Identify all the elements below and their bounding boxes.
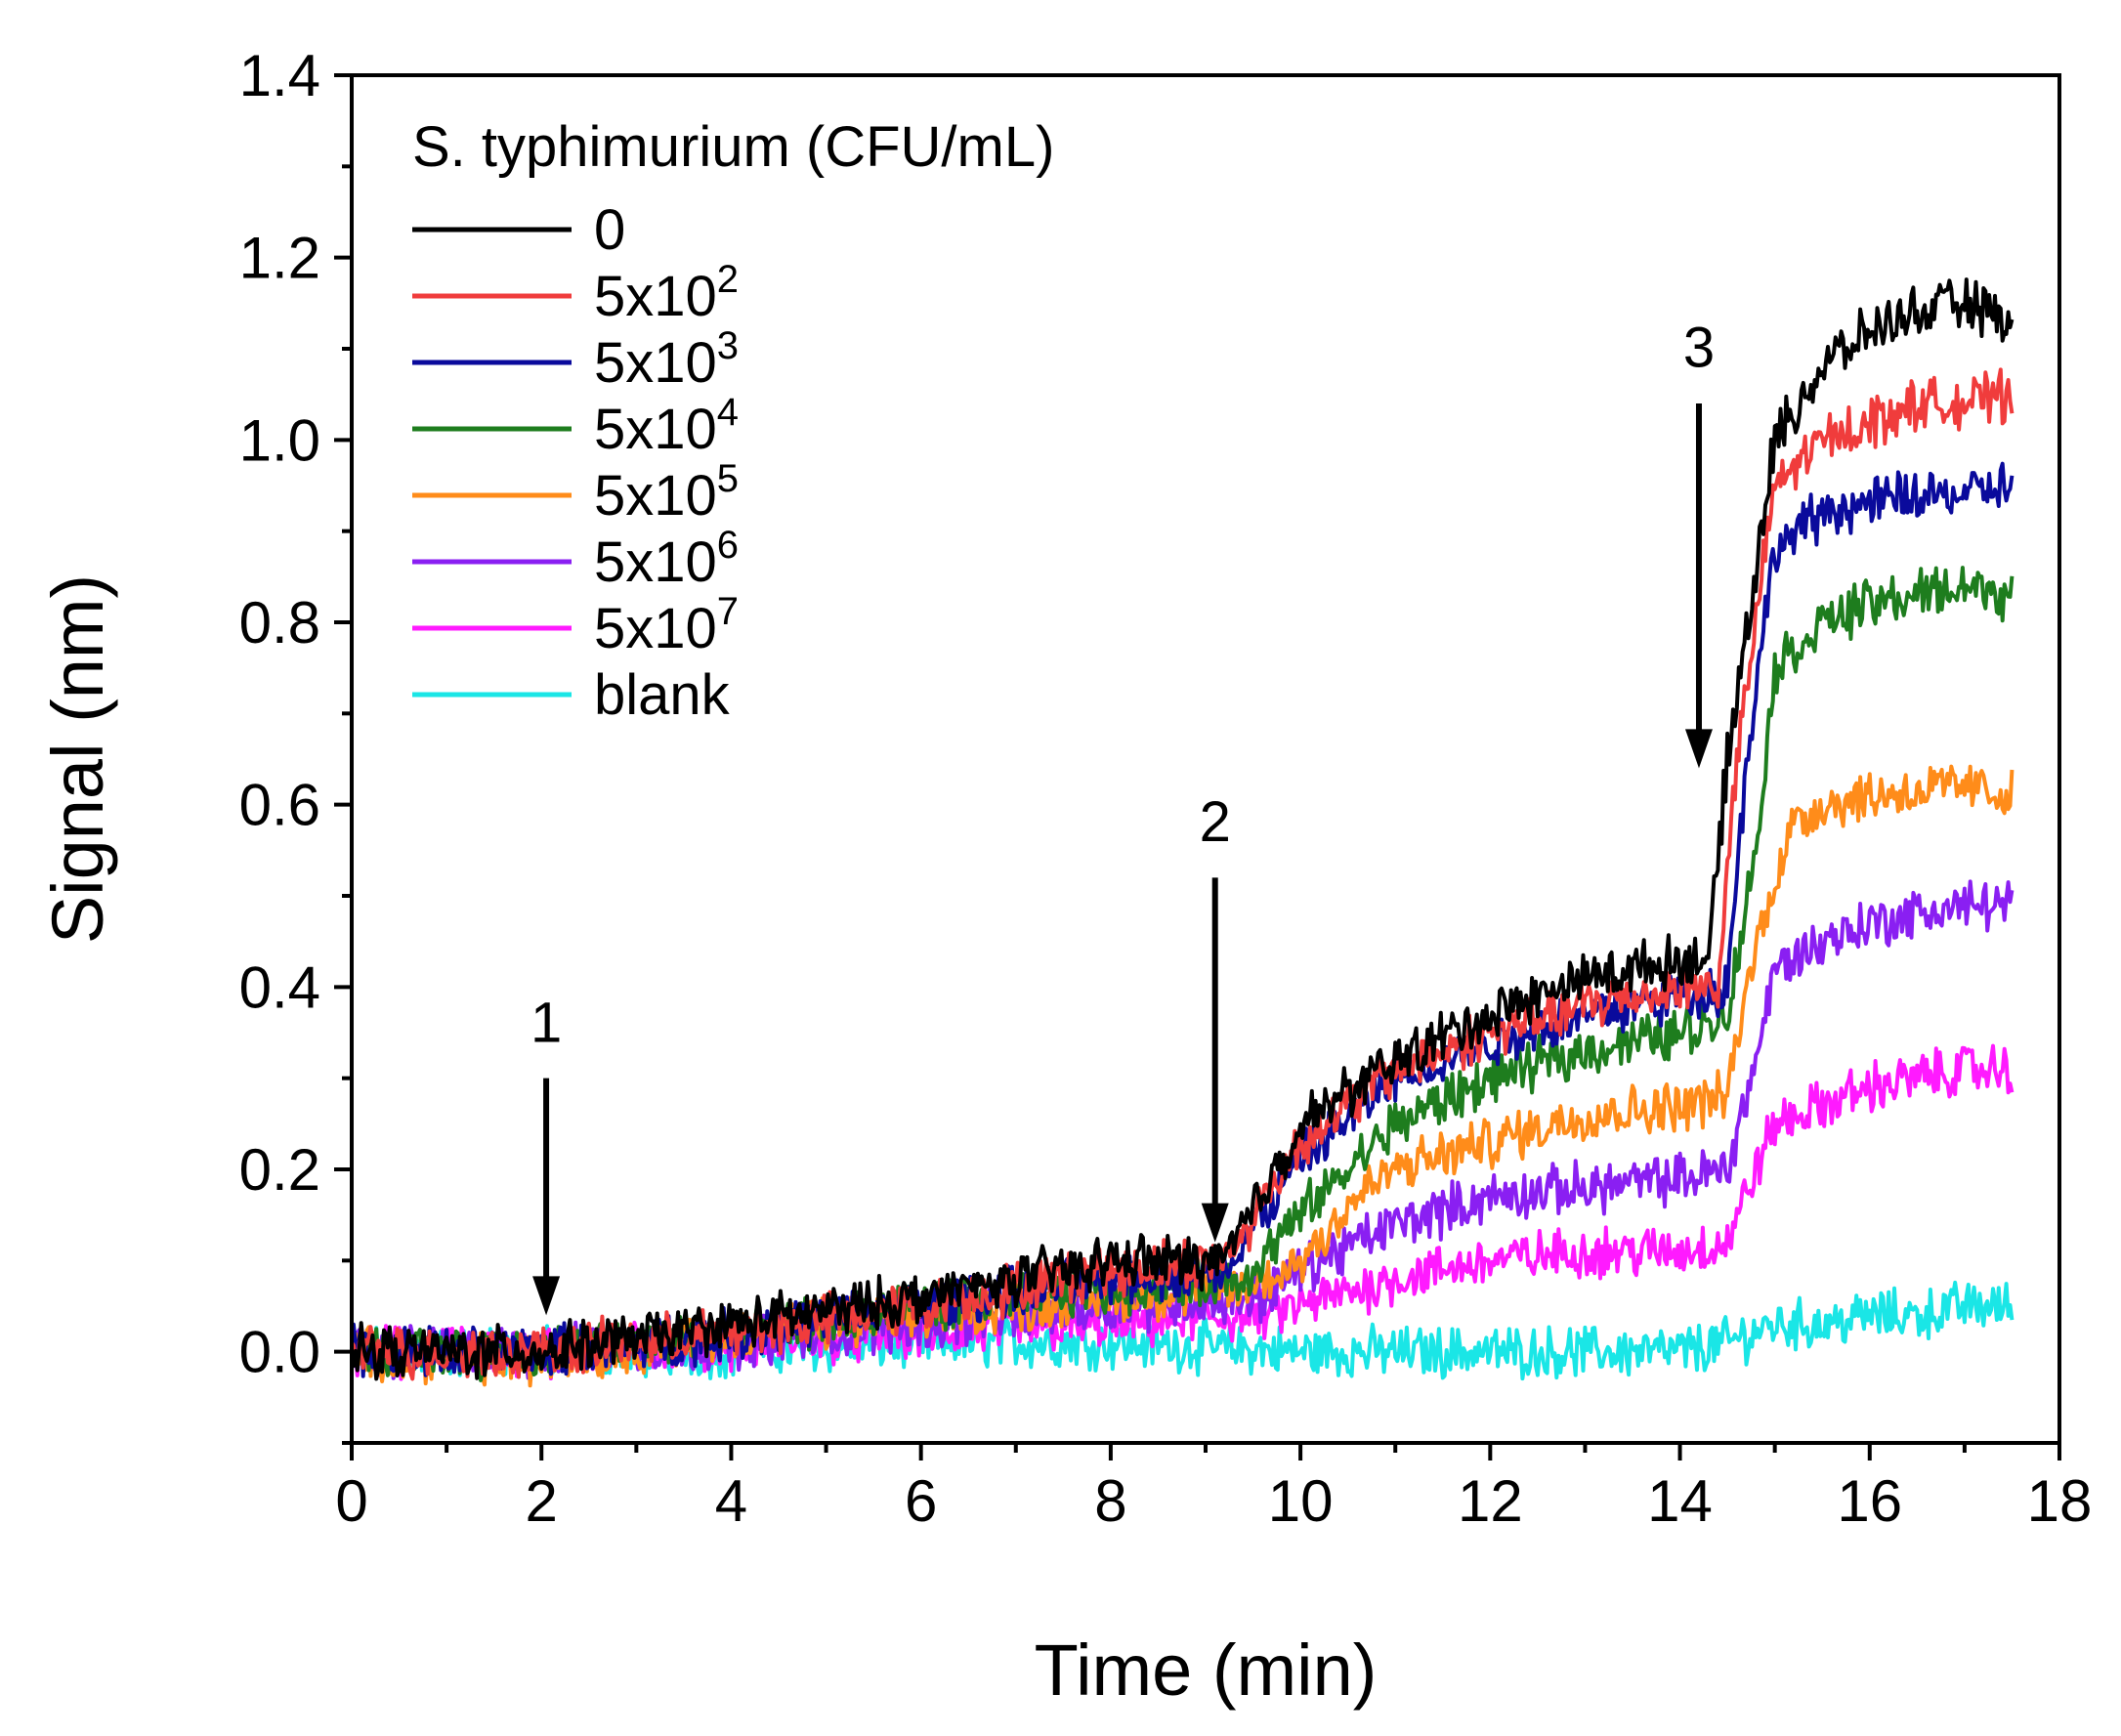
x-tick-label: 8 [1094, 1468, 1126, 1534]
legend-label: 5x105 [594, 457, 739, 528]
y-axis-title: Signal (nm) [37, 574, 118, 944]
legend-label-exponent: 2 [717, 258, 739, 301]
x-tick-label: 14 [1647, 1468, 1713, 1534]
legend: S. typhimurium (CFU/mL) 05x1025x1035x104… [412, 115, 1054, 727]
y-tick-label: 0.6 [239, 773, 320, 838]
annotation-arrow-head [1684, 729, 1713, 769]
x-tick-label: 18 [2027, 1468, 2093, 1534]
annotation-layer: 1 2 3 [530, 317, 1715, 1316]
series-line-0 [351, 277, 2015, 1381]
annotation-label: 3 [1683, 317, 1715, 380]
x-tick-label: 12 [1458, 1468, 1523, 1534]
y-tick-label: 1.0 [239, 407, 320, 473]
legend-label: 5x107 [594, 590, 739, 660]
tick-layer: 0 2 4 6 8 10 12 14 16 180.00.20.40.60.81.01.21.4 [239, 43, 2093, 1534]
legend-label-exponent: 6 [717, 524, 739, 567]
legend-label: 0 [594, 198, 625, 262]
legend-title: S. typhimurium (CFU/mL) [412, 115, 1054, 179]
annotation-arrow-head [1201, 1203, 1229, 1243]
y-tick-label: 0.8 [239, 590, 320, 656]
legend-label-exponent: 3 [717, 324, 739, 367]
legend-label: 5x106 [594, 524, 739, 594]
x-tick-label: 4 [715, 1468, 747, 1534]
legend-label: 5x103 [594, 324, 739, 395]
x-tick-label: 6 [905, 1468, 937, 1534]
annotation-label: 1 [530, 991, 562, 1054]
x-tick-label: 10 [1268, 1468, 1334, 1534]
x-tick-label: 0 [335, 1468, 367, 1534]
legend-label-exponent: 5 [717, 457, 739, 500]
y-tick-label: 1.4 [239, 43, 320, 108]
x-axis-title: Time (min) [1035, 1630, 1378, 1711]
annotation-label: 2 [1200, 790, 1231, 854]
y-tick-label: 1.2 [239, 226, 320, 291]
legend-label: blank [594, 663, 731, 727]
y-tick-label: 0.2 [239, 1137, 320, 1203]
legend-label: 5x104 [594, 391, 739, 461]
legend-label: 5x102 [594, 258, 739, 328]
x-tick-label: 2 [526, 1468, 558, 1534]
series-layer [350, 277, 2015, 1388]
x-tick-label: 16 [1837, 1468, 1902, 1534]
annotation-arrow-head [532, 1276, 561, 1316]
y-tick-label: 0.4 [239, 954, 320, 1020]
y-tick-label: 0.0 [239, 1320, 320, 1385]
legend-label-exponent: 4 [717, 391, 739, 434]
legend-label-exponent: 7 [717, 590, 739, 633]
